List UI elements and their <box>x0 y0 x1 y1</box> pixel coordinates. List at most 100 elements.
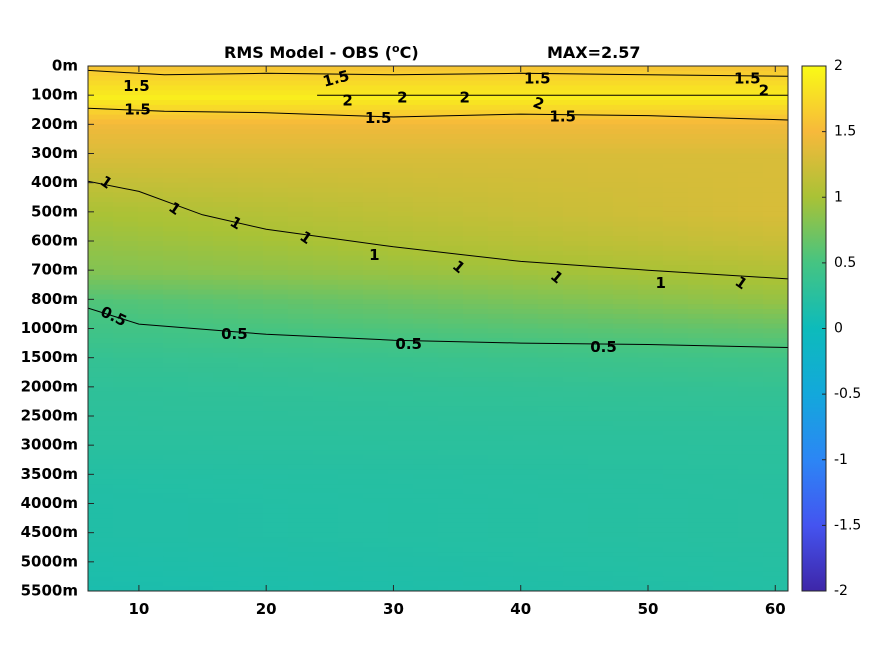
heatmap-cell <box>113 333 139 339</box>
heatmap-cell <box>638 206 664 213</box>
heatmap-cell <box>538 547 564 553</box>
heatmap-cell <box>613 226 639 232</box>
heatmap-cell <box>463 313 489 320</box>
heatmap-cell <box>188 114 214 121</box>
heatmap-cell <box>463 177 489 184</box>
heatmap-cell <box>213 406 239 412</box>
heatmap-cell <box>588 90 614 96</box>
heatmap-cell <box>438 90 464 96</box>
heatmap-cell <box>338 561 364 568</box>
heatmap-cell <box>188 289 214 296</box>
heatmap-cell <box>638 518 664 524</box>
heatmap-cell <box>313 513 339 519</box>
heatmap-cell <box>713 284 739 291</box>
heatmap-cell <box>213 420 239 427</box>
heatmap-cell <box>188 352 214 359</box>
heatmap-cell <box>263 187 289 193</box>
heatmap-cell <box>538 100 564 106</box>
heatmap-cell <box>763 333 788 339</box>
heatmap-cell <box>113 250 139 257</box>
heatmap-cell <box>413 537 439 543</box>
heatmap-cell <box>163 304 189 310</box>
heatmap-cell <box>388 498 414 505</box>
heatmap-cell <box>538 586 564 591</box>
heatmap-cell <box>238 581 264 587</box>
heatmap-cell <box>663 289 689 296</box>
heatmap-cell <box>188 343 214 349</box>
heatmap-cell <box>638 294 664 300</box>
heatmap-cell <box>313 177 339 184</box>
heatmap-cell <box>488 372 514 378</box>
heatmap-cell <box>588 571 614 578</box>
heatmap-cell <box>288 391 314 398</box>
heatmap-cell <box>188 518 214 524</box>
heatmap-cell <box>563 148 589 155</box>
heatmap-cell <box>713 289 739 296</box>
heatmap-cell <box>338 420 364 427</box>
colorbar-tick-label: -1 <box>834 452 848 468</box>
heatmap-cell <box>563 75 589 82</box>
heatmap-cell <box>313 148 339 155</box>
heatmap-cell <box>363 206 389 213</box>
heatmap-cell <box>338 537 364 543</box>
heatmap-cell <box>488 211 514 218</box>
heatmap-cell <box>713 206 739 213</box>
heatmap-cell <box>388 420 414 427</box>
heatmap-cell <box>288 284 314 291</box>
heatmap-cell <box>763 576 788 582</box>
heatmap-cell <box>738 532 764 539</box>
heatmap-cell <box>113 513 139 519</box>
heatmap-cell <box>188 66 214 72</box>
heatmap-cell <box>188 241 214 247</box>
heatmap-cell <box>513 401 539 407</box>
heatmap-cell <box>563 270 589 276</box>
heatmap-cell <box>438 114 464 121</box>
heatmap-cell <box>313 313 339 320</box>
heatmap-cell <box>713 304 739 310</box>
heatmap-cell <box>688 66 714 72</box>
heatmap-cell <box>413 158 439 164</box>
heatmap-cell <box>488 566 514 573</box>
heatmap-cell <box>263 265 289 271</box>
heatmap-cell <box>588 411 614 417</box>
heatmap-cell <box>688 143 714 150</box>
heatmap-cell <box>113 289 139 296</box>
heatmap-cell <box>113 425 139 432</box>
heatmap-cell <box>538 245 564 252</box>
heatmap-cell <box>313 372 339 378</box>
heatmap-cell <box>338 411 364 417</box>
heatmap-cell <box>213 479 239 485</box>
heatmap-cell <box>138 153 164 159</box>
heatmap-cell <box>513 425 539 432</box>
heatmap-cell <box>138 75 164 82</box>
heatmap-cell <box>513 532 539 539</box>
heatmap-cell <box>513 279 539 286</box>
heatmap-cell <box>513 172 539 179</box>
heatmap-cell <box>663 474 689 480</box>
heatmap-cell <box>88 80 114 87</box>
heatmap-cell <box>188 177 214 184</box>
heatmap-cell <box>113 284 139 291</box>
heatmap-cell <box>613 134 639 140</box>
heatmap-cell <box>163 484 189 490</box>
heatmap-cell <box>413 270 439 276</box>
heatmap-cell <box>313 450 339 456</box>
heatmap-cell <box>513 187 539 193</box>
heatmap-cell <box>388 532 414 539</box>
heatmap-cell <box>313 85 339 91</box>
heatmap-cell <box>563 547 589 553</box>
heatmap-cell <box>113 561 139 568</box>
heatmap-cell <box>763 75 788 82</box>
heatmap-cell <box>738 343 764 349</box>
heatmap-cell <box>363 279 389 286</box>
heatmap-cell <box>563 138 589 145</box>
heatmap-cell <box>488 362 514 368</box>
heatmap-cell <box>338 479 364 485</box>
heatmap-cell <box>613 163 639 169</box>
heatmap-cell <box>638 357 664 364</box>
heatmap-cell <box>663 347 689 354</box>
heatmap-cell <box>438 134 464 140</box>
heatmap-cell <box>538 172 564 179</box>
heatmap-cell <box>538 498 564 505</box>
heatmap-cell <box>188 547 214 553</box>
